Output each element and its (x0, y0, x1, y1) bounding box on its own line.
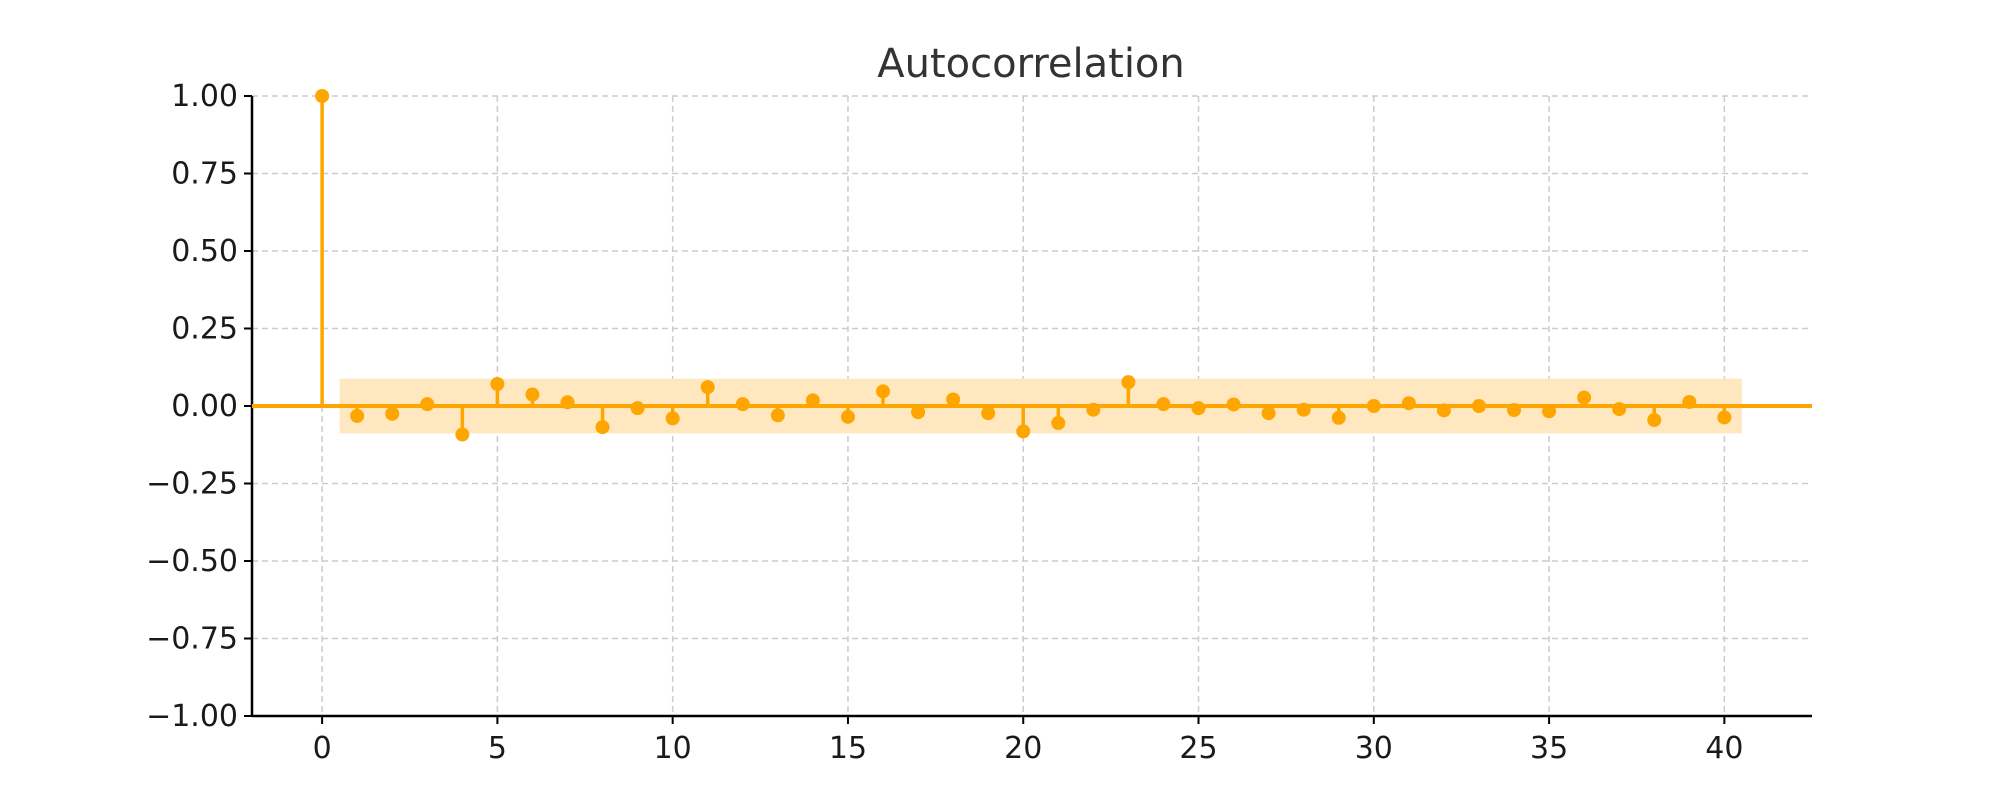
x-tick-label: 0 (313, 731, 332, 766)
acf-point (770, 408, 785, 423)
acf-point (560, 395, 575, 410)
x-tick-label: 10 (654, 731, 692, 766)
acf-point (315, 89, 330, 103)
y-tick-label: −0.25 (146, 467, 238, 502)
acf-point (385, 406, 400, 421)
x-tick-label: 15 (829, 731, 867, 766)
y-tick-label: 1.00 (171, 79, 238, 114)
x-tick-label: 30 (1355, 731, 1393, 766)
y-tick-label: 0.00 (171, 389, 238, 424)
acf-point (840, 409, 855, 424)
chart-title: Autocorrelation (877, 41, 1185, 87)
acf-point (1647, 412, 1662, 427)
acf-point (946, 392, 961, 407)
y-tick-label: −0.75 (146, 622, 238, 657)
acf-point (1121, 375, 1136, 390)
acf-point (1331, 410, 1346, 425)
acf-point (700, 380, 715, 395)
markers (315, 89, 1732, 442)
x-tick-label: 5 (488, 731, 507, 766)
acf-point (665, 411, 680, 426)
acf-point (1542, 404, 1557, 419)
x-axis-ticks: 0 5 10 15 20 25 30 35 40 (313, 716, 1743, 766)
acf-point (595, 420, 610, 435)
acf-point (1577, 390, 1592, 405)
y-tick-label: −0.50 (146, 544, 238, 579)
x-tick-label: 20 (1004, 731, 1042, 766)
acf-point (1682, 394, 1697, 409)
acf-point (1612, 402, 1627, 417)
acf-point (981, 406, 996, 421)
acf-point (805, 393, 820, 408)
acf-point (1226, 397, 1241, 412)
y-tick-label: 0.75 (171, 157, 238, 192)
acf-point (1296, 402, 1311, 417)
acf-point (1717, 410, 1732, 425)
acf-point (1191, 401, 1206, 416)
acf-point (350, 408, 365, 423)
x-tick-label: 35 (1530, 731, 1568, 766)
x-tick-label: 25 (1179, 731, 1217, 766)
acf-point (455, 427, 470, 442)
y-tick-label: 0.25 (171, 312, 238, 347)
acf-point (525, 387, 540, 402)
acf-point (1366, 399, 1381, 413)
acf-point (1401, 396, 1416, 411)
y-tick-label: −1.00 (146, 699, 238, 734)
acf-point (1156, 397, 1171, 412)
y-tick-label: 0.50 (171, 234, 238, 269)
acf-point (1261, 406, 1276, 421)
acf-point (1436, 403, 1451, 418)
acf-point (490, 376, 505, 391)
acf-point (1051, 416, 1066, 431)
acf-point (1016, 424, 1031, 439)
acf-point (1507, 403, 1522, 418)
y-axis-ticks: 1.00 0.75 0.50 0.25 0.00 −0.25 −0.50 −0.75 −1.00 (146, 79, 252, 734)
acf-point (876, 384, 891, 399)
x-tick-label: 40 (1705, 731, 1743, 766)
acf-point (735, 397, 750, 412)
acf-point (1086, 402, 1101, 417)
acf-point (420, 397, 435, 412)
acf-point (630, 401, 645, 416)
acf-point (1471, 399, 1486, 413)
acf-point (911, 405, 926, 420)
